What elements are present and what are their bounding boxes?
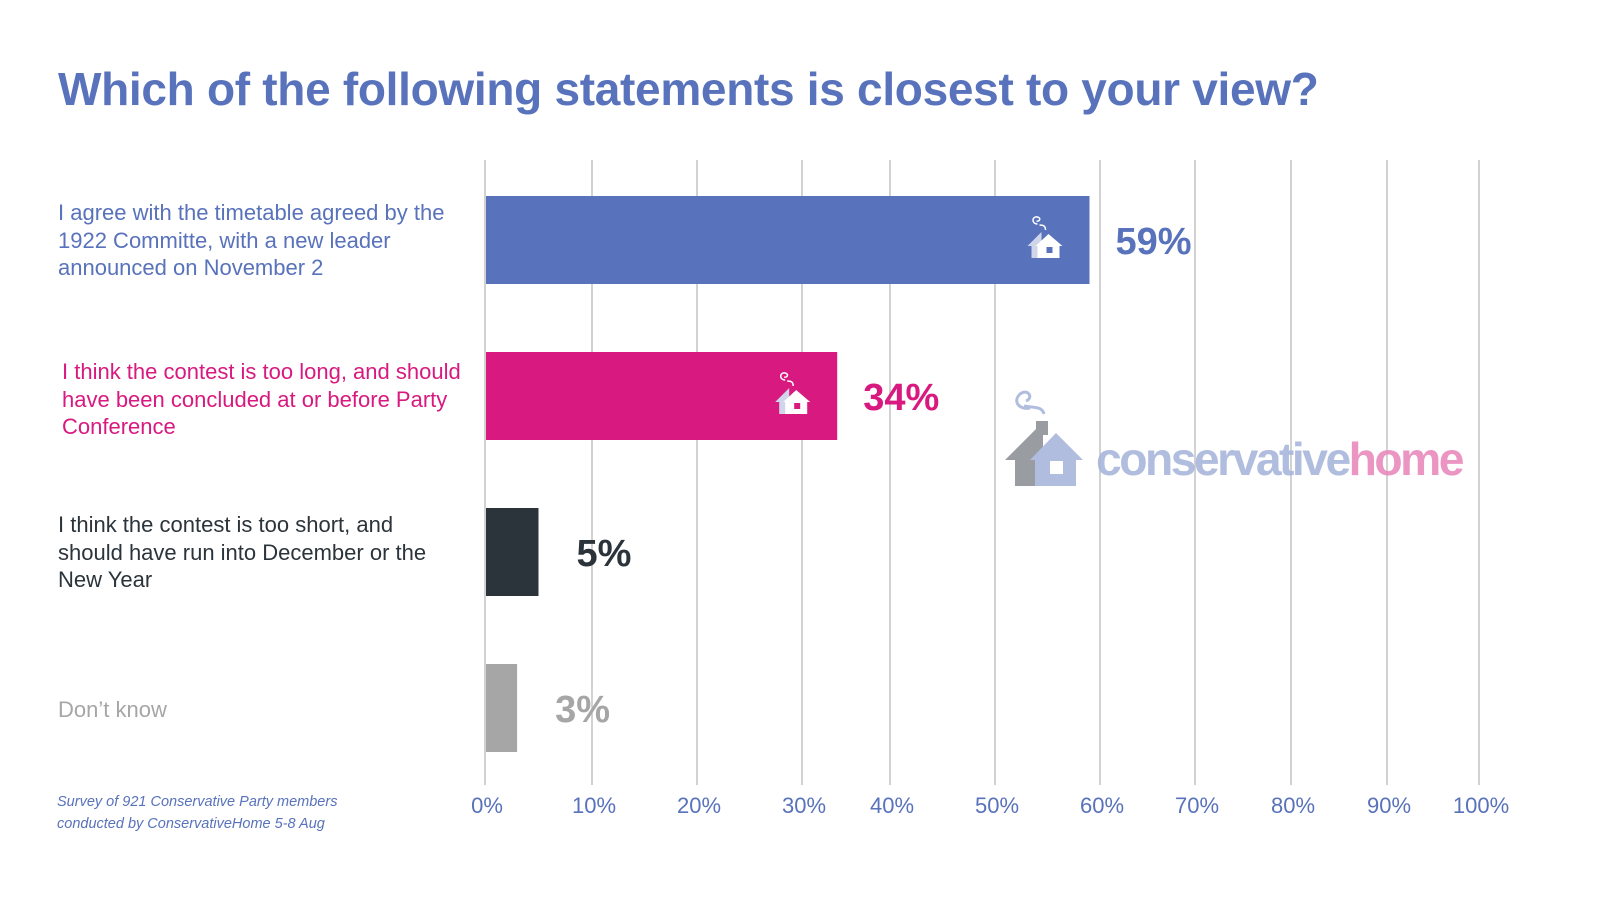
logo-window [1050,461,1063,474]
smoke-icon [1032,216,1047,231]
x-tick-label: 30% [782,793,826,818]
logo-smoke [1015,390,1046,415]
house-icon [775,372,811,414]
house-icon [1027,216,1063,258]
house-icon-window [794,403,801,409]
smoke-icon [779,372,794,387]
x-tick-label: 90% [1367,793,1411,818]
x-tick-label: 40% [870,793,914,818]
logo-text-part: home [1349,433,1464,485]
logo: conservativehome [1005,390,1466,486]
bar [486,664,518,752]
category-label: I agree with the timetable agreed by the… [58,200,445,280]
chart-title: Which of the following statements is clo… [58,63,1319,115]
category-label: Don’t know [58,697,167,722]
data-label: 59% [1116,221,1192,263]
bar [486,352,838,440]
x-tick-label: 70% [1175,793,1219,818]
footnote-line: conducted by ConservativeHome 5-8 Aug [57,816,325,832]
house-icon-part [783,390,811,414]
logo-text-part: conservative [1096,433,1351,485]
x-tick-label: 0% [471,793,503,818]
category-label: I think the contest is too short, and sh… [58,512,427,592]
logo-text: conservativehome [1096,433,1464,485]
x-tick-label: 80% [1271,793,1315,818]
house-icon-part [1035,234,1063,258]
x-tick-label: 60% [1080,793,1124,818]
bar [486,508,539,596]
x-tick-label: 20% [677,793,721,818]
data-label: 5% [577,533,632,575]
footnote-line: Survey of 921 Conservative Party members [57,794,338,810]
category-label: I think the contest is too long, and sho… [62,359,461,439]
data-label: 34% [863,377,939,419]
logo-house [1030,433,1083,486]
x-tick-label: 10% [572,793,616,818]
x-tick-label: 50% [975,793,1019,818]
house-icon-window [1046,247,1053,253]
x-tick-label: 100% [1453,793,1509,818]
logo-house-grey [1005,422,1043,486]
logo-chimney [1036,421,1048,435]
footnote: Survey of 921 Conservative Party members… [57,791,337,835]
bar [486,196,1090,284]
data-label: 3% [555,689,610,731]
